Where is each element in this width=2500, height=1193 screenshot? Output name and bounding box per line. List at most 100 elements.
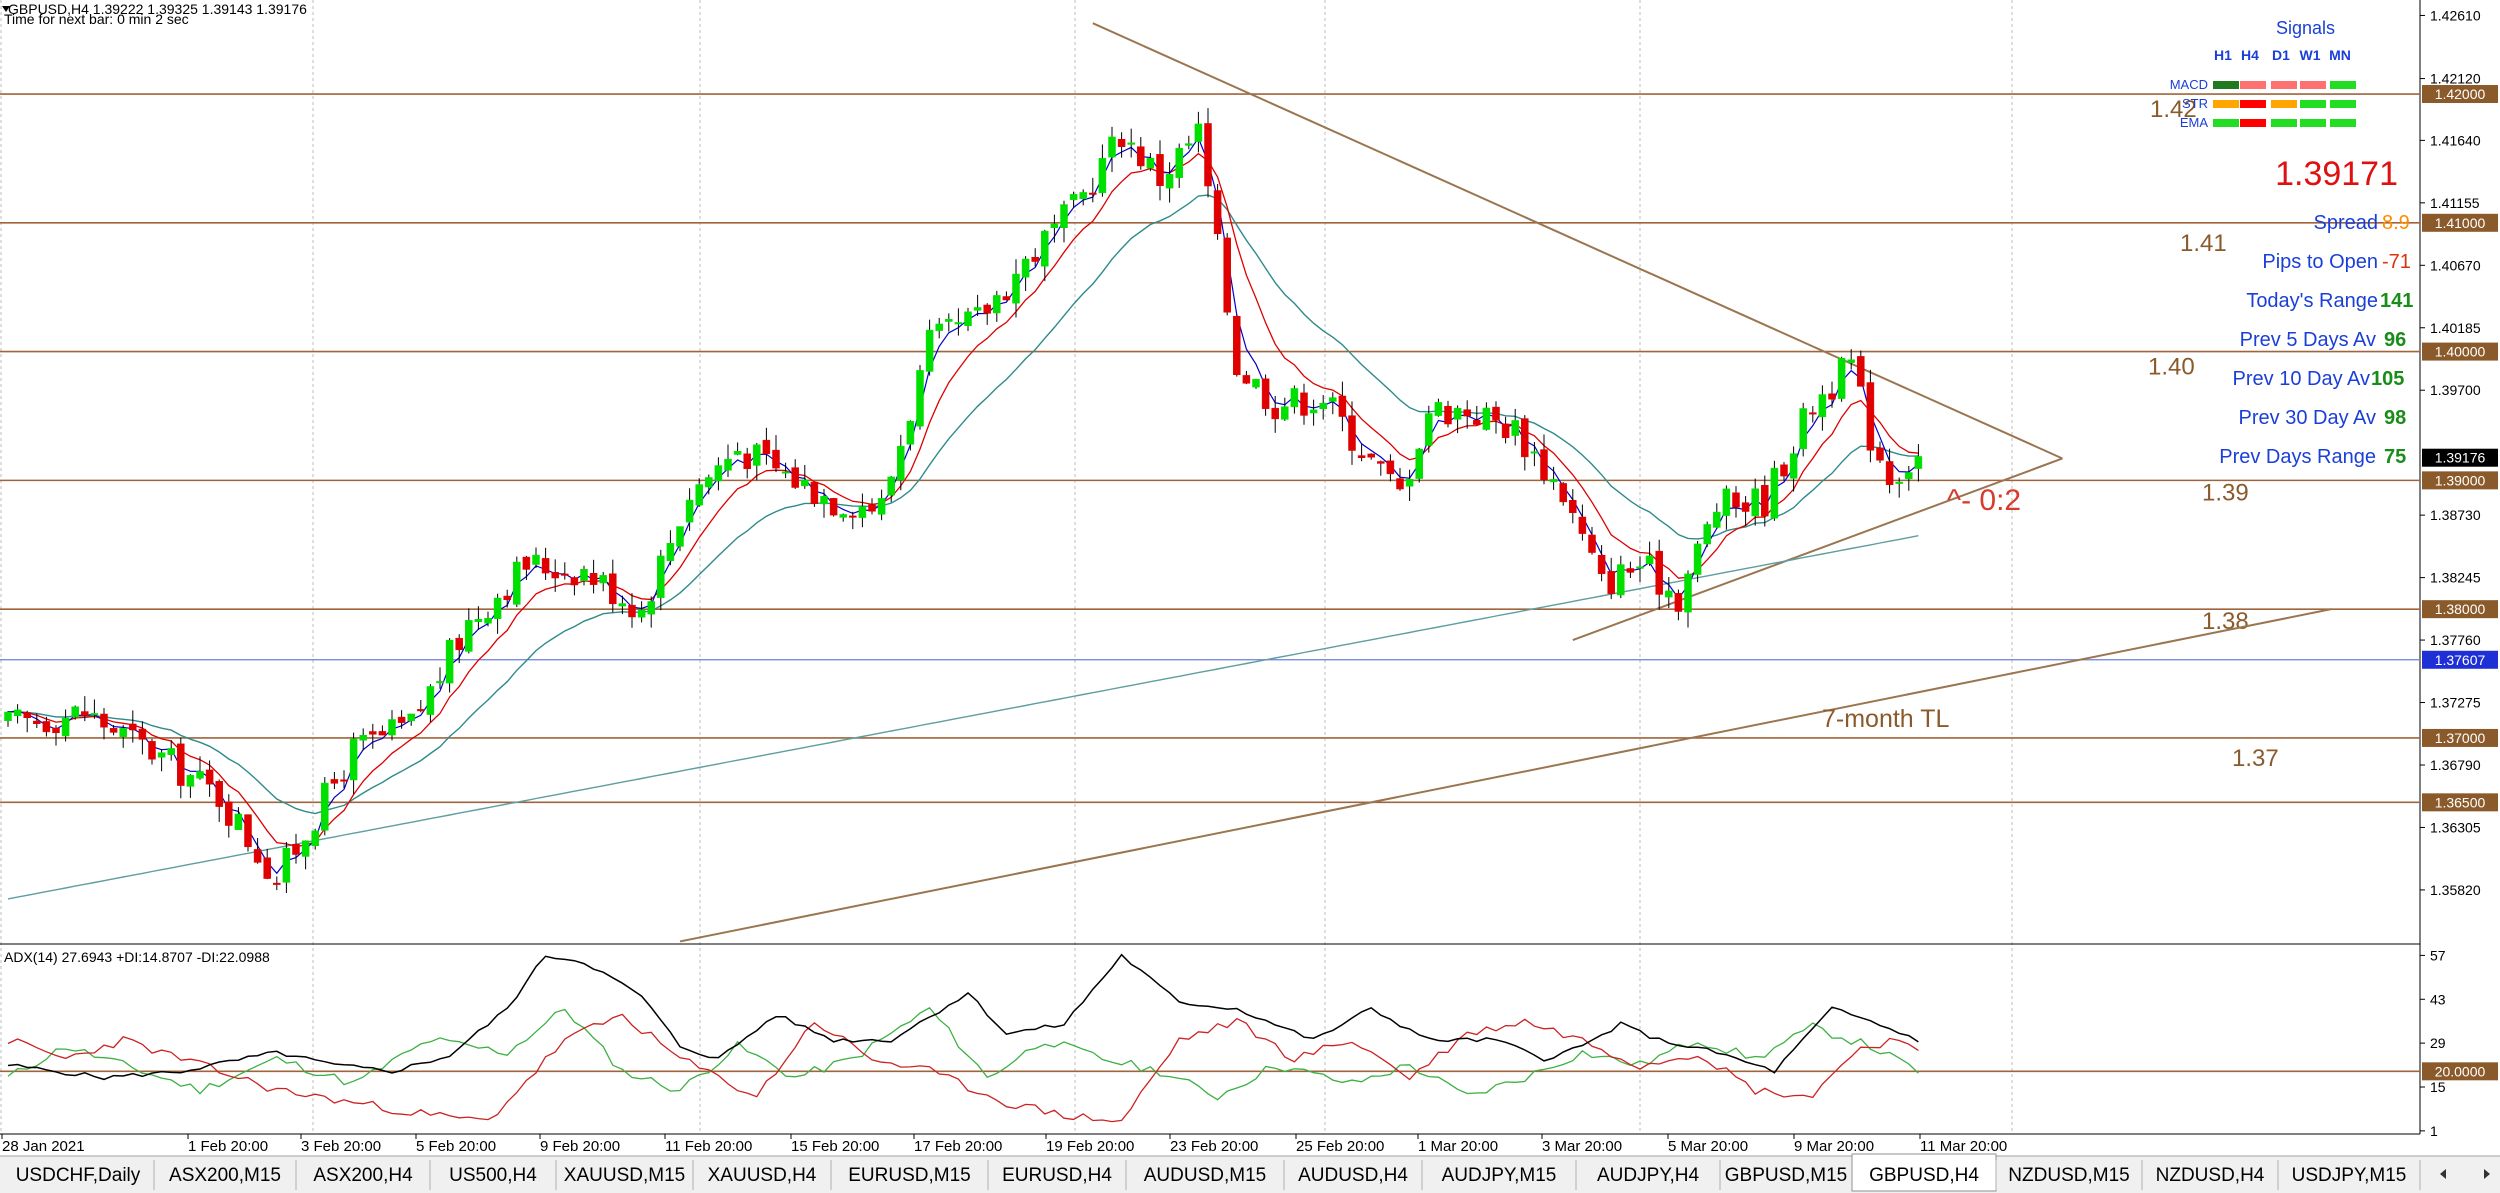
tab-us500-h4[interactable]: US500,H4 [449,1165,537,1186]
pips-value: -71 [2382,251,2411,273]
tab-scroll-left-icon[interactable] [2440,1169,2446,1179]
adx-header: ADX(14) 27.6943 +DI:14.8707 -DI:22.0988 [4,949,270,965]
tab-audjpy-m15[interactable]: AUDJPY,M15 [1442,1165,1557,1186]
candle-up [1837,357,1846,399]
signal-row-label: STR [2182,96,2208,111]
tab-scroll-right-icon[interactable] [2484,1169,2490,1179]
candle-down [541,558,550,574]
time-tick-label: 19 Feb 20:00 [1046,1138,1134,1155]
minus-di-line [7,1013,1919,1123]
price-tick-label: 1.36790 [2430,757,2481,773]
adx-tick-label: 57 [2430,947,2446,963]
tab-eurusd-h4[interactable]: EURUSD,H4 [1002,1165,1112,1186]
prev30-label: Prev 30 Day Av [2239,407,2376,429]
candle-up [90,713,99,716]
candle-up [1405,479,1414,487]
signal-cell [2271,119,2297,127]
tab-gbpusd-h4[interactable]: GBPUSD,H4 [1869,1165,1979,1186]
signal-column: W1 [2300,47,2321,63]
signal-cell [2240,119,2266,127]
price-tick-label: 1.36305 [2430,819,2481,835]
candle-up [1415,448,1423,479]
candle-up [513,561,521,605]
price-tick-label: 1.41640 [2430,132,2481,148]
candle-up [695,484,703,506]
level-label: 1.41 [2180,230,2227,257]
candle-down [397,716,406,723]
current-price-tag-text: 1.39176 [2435,450,2486,466]
candle-up [234,813,243,830]
candle-down [455,637,463,651]
level-tag-text: 1.39000 [2435,472,2486,488]
prev-days-label: Prev Days Range [2219,446,2376,468]
tab-audjpy-h4[interactable]: AUDJPY,H4 [1597,1165,1700,1186]
candle-down [1002,296,1011,301]
candle-up [1041,230,1049,267]
candle-down [1444,405,1452,425]
price-tick-label: 1.38245 [2430,570,2481,586]
candle-up [1309,409,1318,414]
candle-down [762,439,771,455]
time-tick-label: 3 Feb 20:00 [301,1138,381,1155]
candle-down [772,449,780,469]
candle-up [1012,273,1020,304]
candle-up [1098,158,1107,194]
tab-nzdusd-h4[interactable]: NZDUSD,H4 [2156,1165,2265,1186]
level-tag [2422,728,2498,747]
candle-down [1300,392,1308,416]
candle-down [1857,356,1865,387]
candle-down [1597,554,1606,574]
candle-down [1607,571,1615,594]
time-tick-label: 1 Feb 20:00 [188,1138,268,1155]
chart-grid [0,0,2421,1135]
tab-audusd-m15[interactable]: AUDUSD,M15 [1144,1165,1266,1186]
candle-up [1751,488,1759,517]
collapse-arrow-icon[interactable] [2,6,10,12]
time-tick-label: 17 Feb 20:00 [914,1138,1002,1155]
candle-up [1665,590,1673,598]
candle-up [388,719,396,736]
tab-usdchf-daily[interactable]: USDCHF,Daily [16,1165,141,1186]
plus-di-line [7,1006,1919,1101]
tab-xauusd-m15[interactable]: XAUUSD,M15 [564,1165,685,1186]
tab-eurusd-m15[interactable]: EURUSD,M15 [848,1165,970,1186]
price-tick-label: 1.37275 [2430,695,2481,711]
tab-gbpusd-m15[interactable]: GBPUSD,M15 [1725,1165,1847,1186]
candle-up [676,526,684,547]
signal-row-label: EMA [2180,115,2209,130]
candle-down [205,769,214,785]
price-tick-label: 1.42610 [2430,7,2481,23]
candle-up [1319,402,1327,410]
prev10-value: 105 [2371,368,2404,390]
candle-up [359,735,367,741]
tab-audusd-h4[interactable]: AUDUSD,H4 [1298,1165,1408,1186]
candle-down [743,453,751,470]
signal-cell [2330,119,2356,127]
candle-down [1780,464,1788,477]
adx-tick-label: 15 [2430,1079,2446,1095]
tab-asx200-m15[interactable]: ASX200,M15 [169,1165,281,1186]
candle-up [1617,564,1625,596]
level-label: 1.42 [2150,96,2197,123]
candle-up [1050,223,1059,229]
candle-down [1338,395,1347,417]
today-range-value: 141 [2380,290,2413,312]
time-tick-label: 15 Feb 20:00 [791,1138,879,1155]
adx-panel: 57 43 29 15 1 20.0000 [0,947,2498,1139]
tab-usdjpy-m15[interactable]: USDJPY,M15 [2292,1165,2407,1186]
today-range-label: Today's Range [2246,290,2378,312]
tab-xauusd-h4[interactable]: XAUUSD,H4 [708,1165,817,1186]
candle-down [129,723,137,731]
candle-down [292,843,300,855]
tab-asx200-h4[interactable]: ASX200,H4 [313,1165,413,1186]
candle-up [820,496,828,505]
time-axis: 28 Jan 2021 1 Feb 20:00 3 Feb 20:00 5 Feb 2… [1,1134,2007,1155]
tab-nzdusd-m15[interactable]: NZDUSD,M15 [2008,1165,2129,1186]
candle-up [311,830,319,846]
candle-up [1722,488,1731,516]
candle-up [1108,136,1116,158]
candle-down [561,573,569,576]
ma-long-line [7,535,1919,900]
candle-up [1914,456,1923,469]
